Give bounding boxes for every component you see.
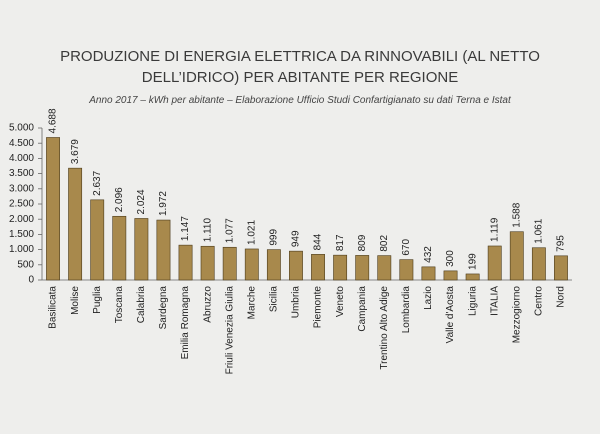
x-tick-label: Lazio (423, 286, 434, 310)
chart-subtitle: Anno 2017 – kWh per abitante – Elaborazi… (89, 95, 511, 106)
y-tick-label: 4.000 (9, 153, 34, 164)
value-label: 802 (379, 234, 390, 251)
value-label: 1.588 (511, 202, 522, 227)
bar (531, 247, 546, 281)
bar (178, 244, 193, 281)
value-label: 844 (313, 233, 324, 250)
value-label: 1.110 (202, 218, 213, 243)
bar (399, 259, 414, 281)
value-label: 432 (423, 246, 434, 263)
bar (421, 266, 436, 281)
y-tick-label: 2.000 (9, 214, 34, 225)
value-label: 2.024 (136, 189, 147, 214)
y-tick-label: 1.000 (9, 244, 34, 255)
x-tick-label: Lombardia (401, 286, 412, 334)
bar (554, 255, 568, 281)
value-label: 2.637 (92, 170, 103, 195)
x-tick-label: Liguria (467, 286, 478, 316)
x-tick-label: Sardegna (158, 286, 169, 330)
y-tick-label: 1.500 (9, 229, 34, 240)
value-label: 3.679 (70, 139, 81, 164)
x-tick-label: Basilicata (48, 286, 59, 329)
x-tick-label: Emilia Romagna (180, 286, 191, 360)
x-tick-label: Puglia (92, 286, 103, 314)
bar (68, 167, 83, 281)
value-label: 949 (291, 230, 302, 247)
x-tick-label: Sicilia (269, 286, 280, 313)
bar (266, 249, 281, 281)
x-tick-label: Nord (556, 286, 567, 308)
x-tick-label: Calabria (136, 286, 147, 324)
x-tick-label: Trentino Alto Adige (379, 286, 390, 370)
bar (244, 248, 259, 281)
y-tick-label: 500 (17, 259, 34, 270)
x-tick-label: Marche (246, 286, 257, 320)
bar (134, 218, 149, 281)
x-tick-label: Campania (357, 286, 368, 332)
y-tick-label: 0 (28, 275, 34, 286)
bar (443, 270, 458, 281)
bar (90, 199, 105, 281)
y-tick-label: 3.000 (9, 183, 34, 194)
x-tick-label: Valle d'Aosta (445, 286, 456, 344)
value-label: 4.688 (48, 108, 59, 133)
bar (509, 231, 524, 281)
value-label: 670 (401, 239, 412, 256)
value-label: 1.972 (158, 191, 169, 216)
bar (487, 245, 502, 281)
value-label: 1.021 (246, 219, 257, 244)
x-tick-label: Piemonte (313, 286, 324, 329)
x-tick-label: Mezzogiorno (511, 286, 522, 344)
value-label: 999 (269, 229, 280, 246)
bar (289, 250, 303, 281)
bar (46, 137, 60, 281)
bar (200, 245, 215, 281)
y-tick-label: 2.500 (9, 199, 34, 210)
x-tick-label: Abruzzo (202, 286, 213, 323)
value-label: 300 (445, 250, 456, 267)
x-tick-label: Veneto (335, 286, 346, 318)
x-tick-label: Friuli Venezia Giulia (224, 286, 235, 375)
value-label: 2.096 (114, 187, 125, 212)
y-tick-label: 3.500 (9, 168, 34, 179)
bar (156, 219, 171, 281)
x-tick-label: ITALIA (489, 286, 500, 316)
chart-title: PRODUZIONE DI ENERGIA ELETTRICA DA RINNO… (60, 48, 540, 86)
bar (333, 254, 348, 281)
value-label: 795 (556, 235, 567, 252)
value-label: 199 (467, 253, 478, 270)
x-tick-label: Centro (534, 286, 545, 316)
value-label: 1.147 (180, 216, 191, 241)
x-tick-label: Molise (70, 286, 81, 315)
value-label: 1.077 (224, 218, 235, 243)
bar (377, 255, 392, 281)
bar (222, 246, 237, 281)
value-label: 809 (357, 234, 368, 251)
bar (355, 255, 370, 281)
value-label: 817 (335, 234, 346, 251)
bar (311, 254, 325, 281)
x-tick-label: Toscana (114, 286, 125, 324)
x-tick-label: Umbria (291, 286, 302, 319)
value-label: 1.061 (534, 218, 545, 243)
y-tick-label: 5.000 (9, 123, 34, 134)
bar (465, 273, 480, 281)
y-tick-label: 4.500 (9, 138, 34, 149)
value-label: 1.119 (489, 217, 500, 242)
bar (112, 215, 127, 281)
